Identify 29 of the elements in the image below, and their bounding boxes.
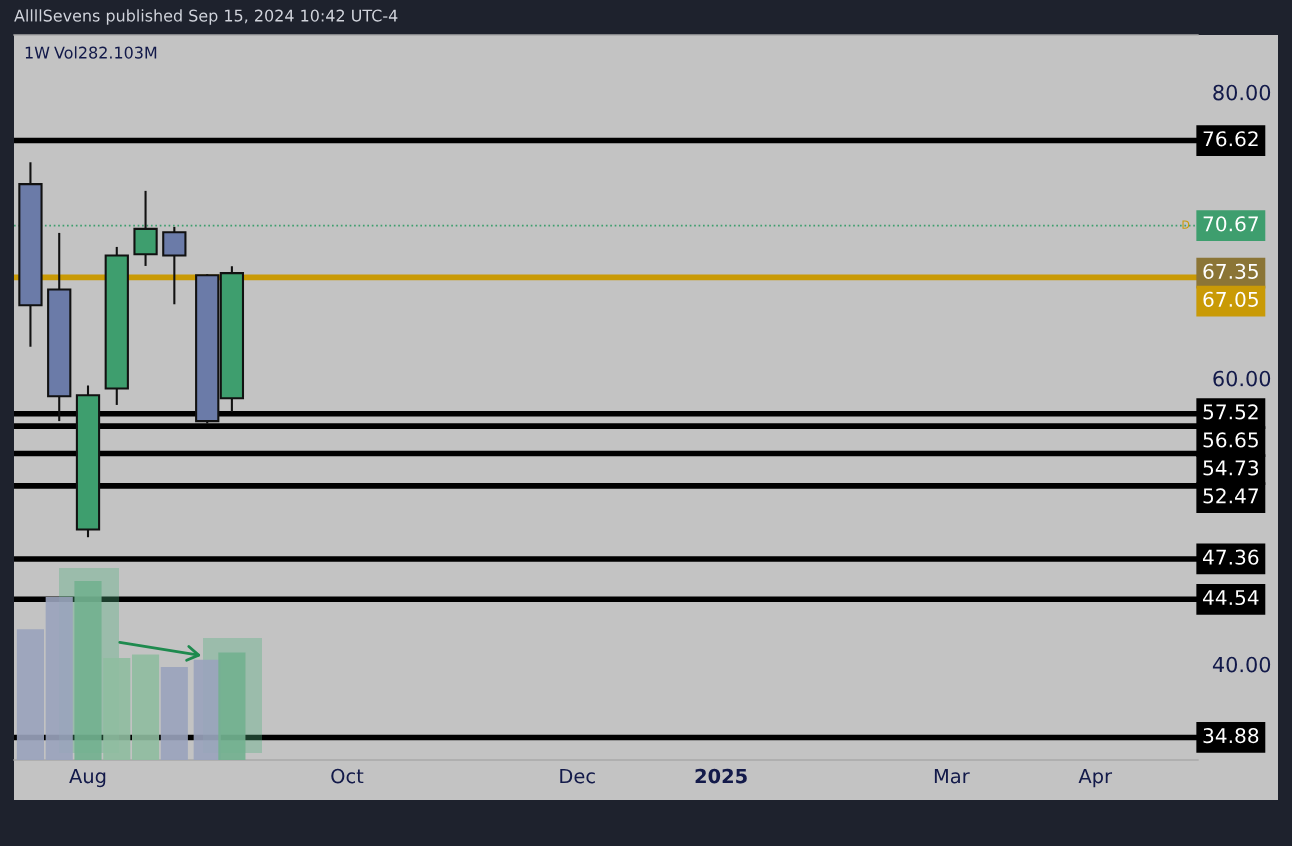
x-tick-label: Oct xyxy=(331,768,364,784)
ref-line-label: 57.52 xyxy=(1203,404,1258,420)
annotation: D xyxy=(1182,220,1190,229)
bar xyxy=(103,657,131,760)
text: 1W xyxy=(25,46,50,59)
candlestick xyxy=(162,225,187,306)
x-tick-label: Apr xyxy=(1078,768,1113,788)
ref-line-label: 52.47 xyxy=(1203,488,1258,504)
x-tick-label: 2025 xyxy=(695,768,747,784)
bar xyxy=(131,654,160,760)
x-tick-label: Aug xyxy=(69,768,106,788)
text: AllllSevens published Sep 15, 2024 10:42 UTC-4 xyxy=(14,9,398,25)
text: 67.35 xyxy=(1203,263,1258,279)
chart-title: Vol282.103M xyxy=(54,46,157,59)
y-tick-label: 40.00 xyxy=(1212,656,1271,673)
y-tick-label: 60.00 xyxy=(1213,370,1271,387)
ref-line-label: 76.62 xyxy=(1203,131,1258,147)
ref-line-label: 44.54 xyxy=(1202,590,1259,606)
ref-line-label: 70.67 xyxy=(1203,216,1258,232)
ref-line-label: 47.36 xyxy=(1202,549,1259,565)
ref-line-label: 54.73 xyxy=(1203,460,1259,476)
ref-line-label: 56.65 xyxy=(1203,432,1258,448)
ref-line-label: 67.05 xyxy=(1203,291,1258,307)
y-tick-label: 80.00 xyxy=(1213,84,1271,101)
x-tick-label: Mar xyxy=(934,768,970,784)
bar xyxy=(160,666,188,760)
x-tick-label: Dec xyxy=(560,768,595,784)
bar xyxy=(16,629,45,760)
ref-line-label: 34.88 xyxy=(1203,728,1259,744)
